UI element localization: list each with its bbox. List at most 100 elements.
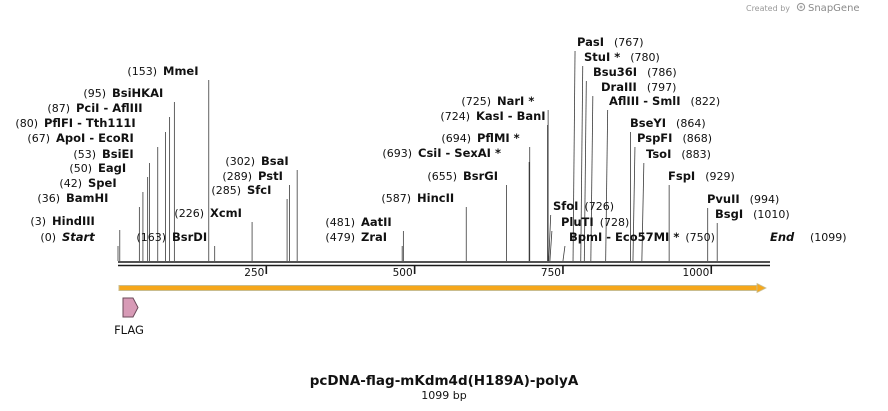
site-xcmi[interactable]: (226) XcmI bbox=[174, 206, 242, 220]
site-line-pluti bbox=[549, 230, 553, 262]
plasmid-name: pcDNA-flag-mKdm4d(H189A)-polyA bbox=[310, 373, 579, 389]
site-pos-bsrdi: (163) bbox=[136, 231, 166, 244]
site-spei[interactable]: (42) SpeI bbox=[59, 176, 116, 190]
credit-text: Created by bbox=[746, 4, 790, 13]
site-name-tsoi: TsoI bbox=[646, 147, 671, 161]
site-name-stui: StuI * bbox=[584, 50, 620, 64]
site-pasi[interactable]: (767) PasI bbox=[577, 35, 644, 49]
site-aatii[interactable]: (481) AatII bbox=[325, 215, 391, 229]
site-name-pflmi: PflMI * bbox=[477, 131, 520, 145]
plasmid-length: 1099 bp bbox=[421, 389, 466, 402]
site-bpmi-eco57mi[interactable]: BpmI - Eco57MI * (750) bbox=[569, 230, 715, 244]
site-line-stui bbox=[580, 65, 584, 262]
site-pos-eagi: (50) bbox=[69, 162, 92, 175]
ruler-label-250: 250 bbox=[244, 267, 264, 279]
site-hindiii[interactable]: (3) HindIII bbox=[30, 214, 94, 228]
site-line-pspfi bbox=[632, 146, 636, 262]
site-pos-apoi-ecori: (67) bbox=[27, 132, 50, 145]
site-name-mmei: MmeI bbox=[163, 64, 199, 78]
site-sfci[interactable]: (285) SfcI bbox=[211, 183, 271, 197]
site-psti[interactable]: (289) PstI bbox=[222, 169, 282, 183]
site-zrai[interactable]: (479) ZraI bbox=[325, 230, 387, 244]
site-pos-xcmi: (226) bbox=[174, 207, 204, 220]
site-bsu36i[interactable]: (786) Bsu36I bbox=[593, 65, 677, 79]
site-pos-bpmi-eco57mi: (750) bbox=[685, 231, 715, 244]
site-name-bpmi-eco57mi: BpmI - Eco57MI * bbox=[569, 230, 679, 244]
ruler: 250 500 750 1000 bbox=[244, 266, 713, 279]
ruler-label-1000: 1000 bbox=[683, 267, 710, 279]
site-pos-fspi: (929) bbox=[705, 170, 735, 183]
site-name-bsrgi: BsrGI bbox=[463, 169, 498, 183]
site-bsrdi[interactable]: (163) BsrDI bbox=[136, 230, 207, 244]
site-stui[interactable]: (780) StuI * bbox=[584, 50, 660, 64]
orf-arrow bbox=[118, 282, 767, 294]
site-pos-nari: (725) bbox=[461, 95, 491, 108]
site-pluti[interactable]: PluTI (728) bbox=[561, 215, 629, 229]
site-draiii[interactable]: (797) DraIII bbox=[601, 80, 676, 94]
site-apoi-ecori[interactable]: (67) ApoI - EcoRI bbox=[27, 131, 133, 145]
site-pos-spei: (42) bbox=[59, 177, 82, 190]
site-pcii-afliii[interactable]: (87) PciI - AflIII bbox=[47, 101, 142, 115]
site-pos-sfci: (285) bbox=[211, 184, 241, 197]
site-pos-bamhi: (36) bbox=[37, 192, 60, 205]
site-bsgi[interactable]: (1010) BsgI bbox=[715, 207, 790, 221]
site-csii-sexai[interactable]: (693) CsiI - SexAI * bbox=[382, 146, 501, 160]
site-start[interactable]: (0) Start bbox=[40, 230, 95, 244]
feature-flag[interactable]: FLAG bbox=[114, 297, 144, 337]
site-name-spei: SpeI bbox=[88, 176, 117, 190]
site-pos-hindiii: (3) bbox=[30, 215, 46, 228]
site-pos-bseyi: (864) bbox=[676, 117, 706, 130]
site-pos-bsgi: (1010) bbox=[753, 208, 790, 221]
site-fspi[interactable]: (929) FspI bbox=[668, 169, 735, 183]
site-name-sfci: SfcI bbox=[247, 183, 271, 197]
site-mmei[interactable]: (153) MmeI bbox=[127, 64, 198, 78]
snapgene-logo-icon bbox=[796, 2, 806, 12]
site-name-bamhi: BamHI bbox=[66, 191, 108, 205]
site-pflfi-tth111i[interactable]: (80) PflFI - Tth111I bbox=[15, 116, 135, 130]
site-pos-bsu36i: (786) bbox=[647, 66, 677, 79]
feature-flag-label: FLAG bbox=[114, 323, 144, 337]
site-bsiei[interactable]: (53) BsiEI bbox=[73, 147, 133, 161]
site-bseyi[interactable]: (864) BseYI bbox=[630, 116, 706, 130]
ruler-label-750: 750 bbox=[541, 267, 561, 279]
dna-backbone bbox=[118, 261, 770, 267]
site-pvuii[interactable]: (994) PvuII bbox=[707, 192, 779, 206]
site-name-xcmi: XcmI bbox=[210, 206, 242, 220]
site-end[interactable]: End (1099) bbox=[770, 230, 847, 244]
feature-flag-arrow-icon[interactable] bbox=[122, 297, 139, 318]
site-name-pvuii: PvuII bbox=[707, 192, 740, 206]
site-kasi-bani[interactable]: (724) KasI - BanI bbox=[440, 109, 545, 123]
site-sfoi[interactable]: SfoI (726) bbox=[553, 199, 614, 213]
site-line-bsu36i bbox=[583, 80, 587, 262]
site-line-sfoi bbox=[548, 214, 552, 262]
site-connector-lines bbox=[117, 50, 718, 262]
site-nari[interactable]: (725) NarI * bbox=[461, 94, 534, 108]
site-pos-end: (1099) bbox=[810, 231, 847, 244]
site-name-zrai: ZraI bbox=[361, 230, 387, 244]
site-name-afliii-smli: AflIII - SmlI bbox=[609, 94, 681, 108]
site-name-pluti: PluTI bbox=[561, 215, 594, 229]
site-line-draiii bbox=[590, 95, 594, 262]
site-bsrgi[interactable]: (655) BsrGI bbox=[427, 169, 498, 183]
site-tsoi[interactable]: (883) TsoI bbox=[646, 147, 711, 161]
site-name-bsai: BsaI bbox=[261, 154, 289, 168]
site-bsihkai[interactable]: (95) BsiHKAI bbox=[83, 86, 163, 100]
site-hincii[interactable]: (587) HincII bbox=[381, 191, 454, 205]
site-pos-bsiei: (53) bbox=[73, 148, 96, 161]
site-pflmi[interactable]: (694) PflMI * bbox=[441, 131, 519, 145]
site-bamhi[interactable]: (36) BamHI bbox=[37, 191, 108, 205]
site-pspfi[interactable]: (868) PspFI bbox=[637, 131, 712, 145]
site-bsai[interactable]: (302) BsaI bbox=[225, 154, 288, 168]
site-name-nari: NarI * bbox=[497, 94, 534, 108]
site-name-eagi: EagI bbox=[98, 161, 126, 175]
site-name-pspfi: PspFI bbox=[637, 131, 672, 145]
site-name-fspi: FspI bbox=[668, 169, 695, 183]
site-eagi[interactable]: (50) EagI bbox=[69, 161, 126, 175]
site-pos-tsoi: (883) bbox=[681, 148, 711, 161]
site-name-apoi-ecori: ApoI - EcoRI bbox=[56, 131, 134, 145]
site-name-hincii: HincII bbox=[417, 191, 454, 205]
site-afliii-smli[interactable]: (822) AflIII - SmlI bbox=[609, 94, 720, 108]
site-pos-sfoi: (726) bbox=[584, 200, 614, 213]
site-line-afliii-smli bbox=[605, 109, 609, 262]
